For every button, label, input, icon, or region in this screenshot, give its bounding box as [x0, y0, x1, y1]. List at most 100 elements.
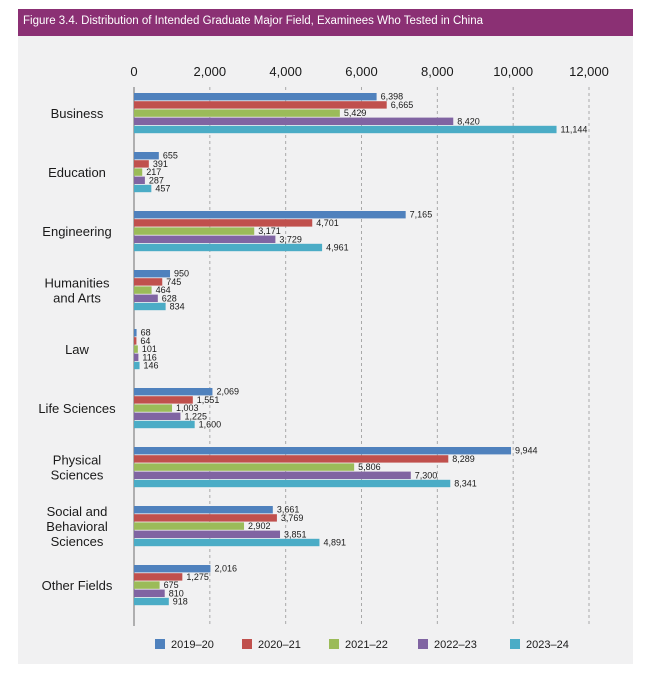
category-label: Other Fields [42, 578, 113, 593]
data-label: 810 [169, 588, 184, 598]
x-tick-label: 0 [130, 64, 137, 79]
legend-label: 2019–20 [171, 639, 214, 651]
data-label: 1,551 [197, 395, 220, 405]
bar [134, 152, 159, 160]
bar [134, 396, 193, 404]
bar [134, 168, 143, 176]
x-tick-label: 8,000 [421, 64, 454, 79]
x-tick-label: 4,000 [269, 64, 302, 79]
bar [134, 278, 163, 286]
category-label: Education [48, 165, 106, 180]
bar [134, 227, 255, 235]
category-label: Social and Behavioral Sciences [46, 504, 108, 549]
bar [134, 125, 557, 134]
legend-swatch [329, 639, 339, 649]
data-label: 2,016 [214, 564, 237, 574]
data-label: 1,003 [176, 403, 199, 413]
data-label: 628 [162, 293, 177, 303]
bar [134, 573, 183, 581]
data-label: 101 [142, 344, 157, 354]
bar [134, 286, 152, 294]
data-label: 834 [170, 302, 185, 312]
data-label: 2,902 [248, 521, 271, 531]
category-label: Engineering [42, 224, 111, 239]
data-label: 4,701 [316, 218, 339, 228]
category-label: Humanities and Arts [44, 276, 110, 306]
bar [134, 506, 273, 514]
bar [134, 270, 171, 278]
bar [134, 361, 140, 370]
bar [134, 109, 340, 117]
bar [134, 522, 245, 530]
data-label: 3,171 [258, 226, 281, 236]
legend-swatch [242, 639, 252, 649]
data-label: 8,341 [454, 479, 477, 489]
category-label: Physical Sciences [51, 453, 104, 483]
bar [134, 471, 411, 479]
data-label: 7,300 [415, 470, 438, 480]
data-label: 745 [166, 277, 181, 287]
legend-label: 2022–23 [434, 639, 477, 651]
data-label: 116 [142, 352, 156, 362]
bar [134, 455, 449, 463]
data-label: 391 [153, 159, 168, 169]
bar [134, 388, 213, 396]
data-label: 8,289 [452, 454, 475, 464]
bar [134, 589, 165, 597]
bar-chart: 0 2,000 4,000 6,000 8,000 10,000 12,000 Busines… [38, 64, 609, 651]
bar [134, 211, 406, 219]
bar [134, 420, 195, 429]
legend-label: 2021–22 [345, 639, 388, 651]
data-label: 5,429 [344, 108, 367, 118]
data-label: 3,729 [279, 234, 302, 244]
data-label: 3,769 [281, 513, 304, 523]
figure-title: Figure 3.4. Distribution of Intended Gra… [23, 15, 484, 27]
x-tick-label: 2,000 [194, 64, 227, 79]
data-label: 3,661 [277, 505, 300, 515]
bar [134, 463, 355, 471]
data-label: 8,420 [457, 116, 480, 126]
bar [134, 101, 387, 109]
x-tick-label: 12,000 [569, 64, 609, 79]
legend-label: 2020–21 [258, 639, 301, 651]
data-label: 675 [164, 580, 179, 590]
bar [134, 565, 211, 573]
data-label: 11,144 [561, 125, 588, 135]
category-label: Law [65, 342, 89, 357]
bar [134, 117, 454, 125]
bar [134, 514, 277, 522]
data-label: 2,069 [216, 387, 239, 397]
bar [134, 184, 152, 193]
legend-swatch [418, 639, 428, 649]
legend-swatch [510, 639, 520, 649]
bar [134, 337, 137, 345]
bar [134, 219, 313, 227]
figure-title-bar: Figure 3.4. Distribution of Intended Gra… [18, 9, 633, 36]
data-label: 217 [146, 167, 161, 177]
bar [134, 243, 323, 252]
bar [134, 597, 169, 606]
bar [134, 479, 451, 488]
data-label: 146 [144, 361, 159, 371]
data-label: 4,961 [326, 243, 349, 253]
bar [134, 538, 320, 547]
data-label: 5,806 [358, 462, 381, 472]
data-label: 4,891 [323, 538, 346, 548]
category-label: Business [51, 106, 104, 121]
data-label: 287 [149, 175, 164, 185]
data-label: 6,665 [391, 100, 414, 110]
bar [134, 353, 139, 361]
bar [134, 302, 166, 311]
bar [134, 93, 377, 101]
bar [134, 581, 160, 589]
figure-frame: Figure 3.4. Distribution of Intended Gra… [18, 9, 633, 664]
data-label: 457 [155, 184, 170, 194]
data-label: 918 [173, 597, 188, 607]
data-label: 6,398 [381, 92, 404, 102]
data-label: 1,600 [199, 420, 222, 430]
bar [134, 294, 158, 302]
bar [134, 160, 149, 168]
bar [134, 235, 276, 243]
bar [134, 404, 173, 412]
data-label: 655 [163, 151, 178, 161]
